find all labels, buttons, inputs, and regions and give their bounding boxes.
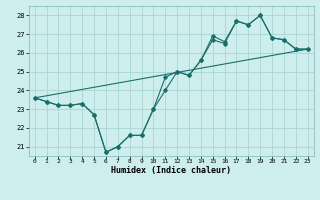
X-axis label: Humidex (Indice chaleur): Humidex (Indice chaleur) [111, 166, 231, 175]
